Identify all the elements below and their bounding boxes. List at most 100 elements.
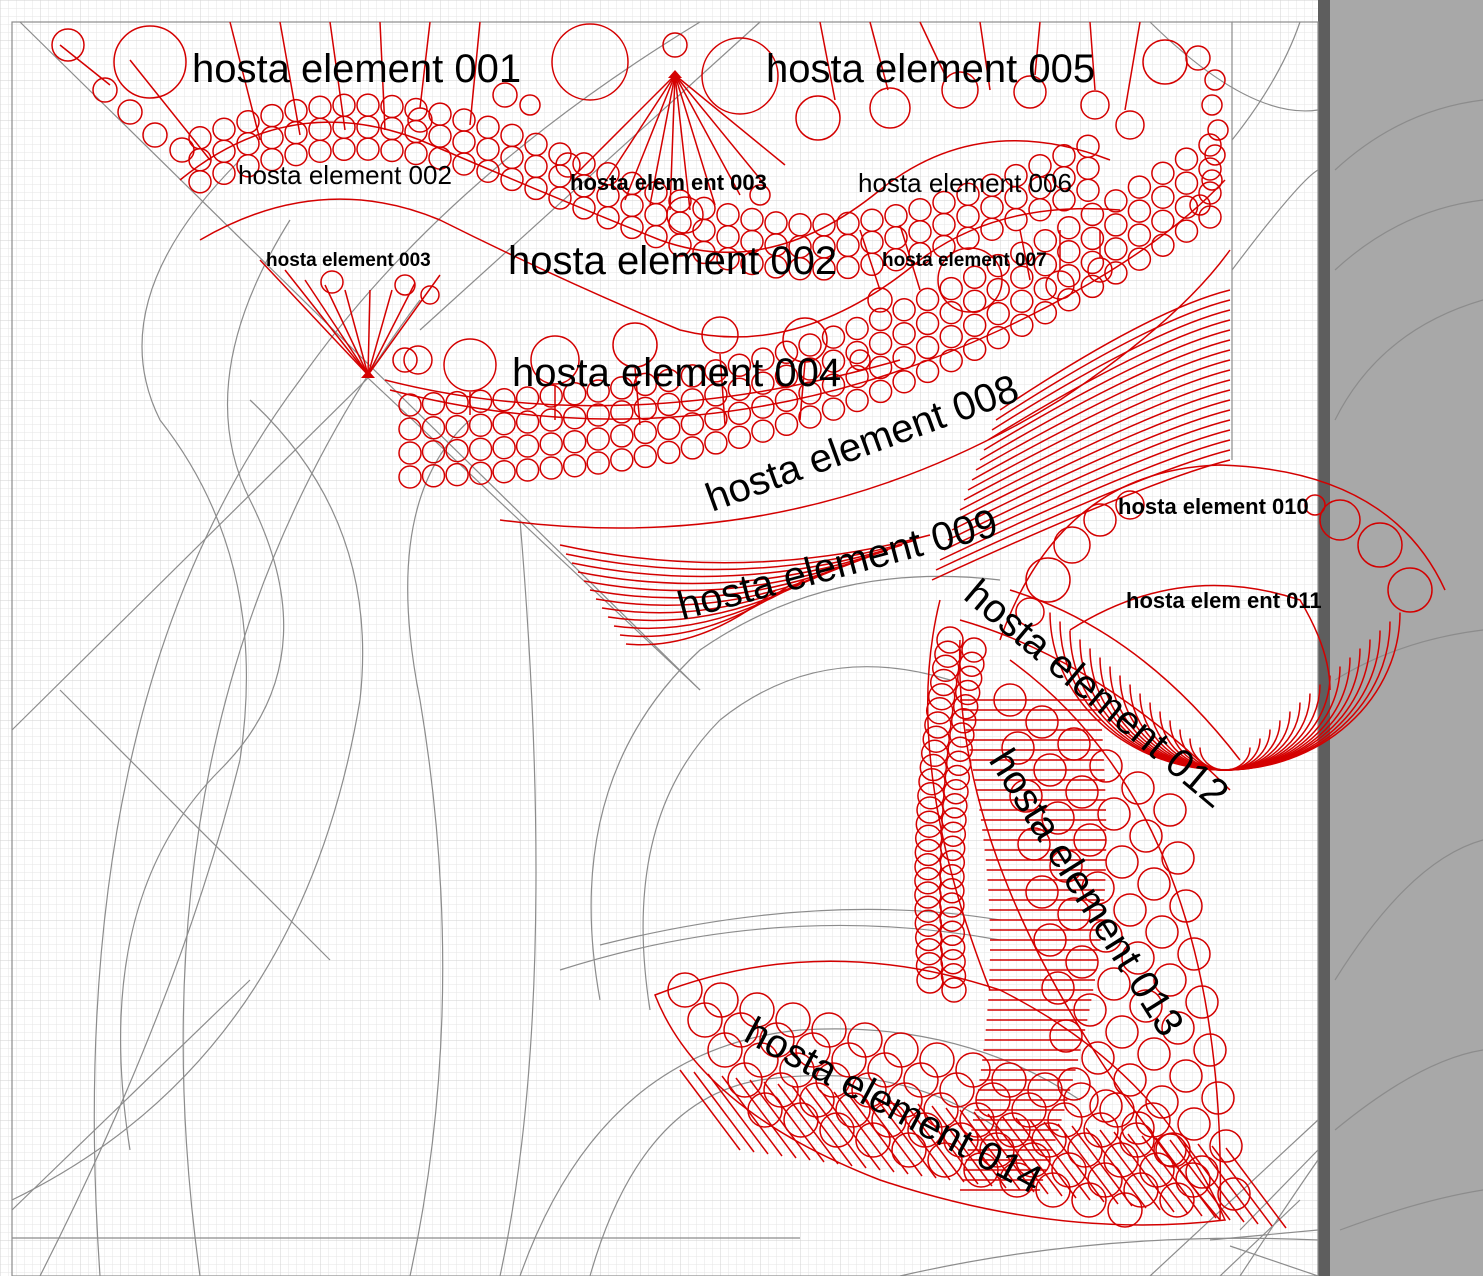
- quilt-circle: [915, 335, 940, 360]
- quilt-path: [625, 589, 777, 646]
- quilt-circle: [868, 379, 893, 404]
- quilt-circle: [914, 824, 943, 853]
- quilt-circle: [1121, 941, 1155, 975]
- quilt-circle: [332, 137, 356, 162]
- quilt-circle: [916, 966, 944, 994]
- quilt-circle: [986, 325, 1010, 350]
- quilt-circle: [1174, 219, 1199, 243]
- label-element-003-lower[interactable]: hosta element 003: [266, 250, 431, 271]
- quilt-circle: [1177, 937, 1211, 971]
- quilt-line: [1043, 1121, 1105, 1203]
- quilt-circle: [610, 376, 634, 400]
- quilt-circle: [915, 287, 940, 312]
- quilt-path: [559, 534, 931, 564]
- quilt-circle: [774, 388, 799, 413]
- quilt-circle: [644, 224, 668, 249]
- quilt-circle: [445, 462, 469, 487]
- quilt-circle: [954, 679, 981, 706]
- label-element-010[interactable]: hosta element 010: [1118, 494, 1309, 519]
- quilt-circle: [704, 359, 728, 383]
- side-panel-border: [1318, 0, 1330, 1276]
- quilt-path: [987, 319, 1231, 441]
- quilt-circle: [1033, 252, 1058, 277]
- quilt-circle: [356, 137, 380, 161]
- quilt-line: [861, 1095, 923, 1177]
- label-element-002-upper[interactable]: hosta element 002: [238, 160, 452, 190]
- quilt-circle: [1041, 801, 1075, 835]
- hosta-element-005-pattern: [662, 21, 1229, 216]
- quilt-circle: [398, 417, 422, 441]
- quilt-circle: [962, 265, 987, 290]
- quilt-line: [931, 1105, 993, 1187]
- quilt-path: [967, 369, 1231, 491]
- quilt-line: [1113, 1131, 1175, 1213]
- quilt-circle: [1080, 226, 1105, 251]
- quilt-circle: [986, 277, 1010, 302]
- quilt-circle: [586, 403, 610, 427]
- quilt-path: [995, 299, 1231, 421]
- quilt-circle: [934, 640, 962, 668]
- quilt-circle: [515, 386, 540, 410]
- quilt-circle: [610, 424, 634, 448]
- quilt-circle: [936, 626, 964, 654]
- quilt-circle: [925, 697, 954, 725]
- quilt-circle: [1089, 749, 1123, 783]
- quilt-path: [619, 584, 791, 638]
- quilt-circle: [188, 170, 212, 194]
- quilt-circle: [562, 453, 587, 478]
- quilt-circle: [515, 410, 540, 434]
- quilt-circle: [1025, 875, 1059, 909]
- quilt-circle: [1174, 147, 1199, 171]
- quilt-circle: [1017, 827, 1051, 861]
- label-element-007[interactable]: hosta element 007: [882, 250, 1047, 271]
- label-element-002-lower[interactable]: hosta element 002: [508, 239, 837, 283]
- quilt-circle: [1169, 1059, 1203, 1093]
- quilt-circle: [680, 364, 705, 388]
- quilt-circle: [398, 465, 422, 489]
- quilt-circle: [596, 206, 620, 230]
- quilt-circle: [1025, 705, 1059, 739]
- label-element-011[interactable]: hosta elem ent 011: [1126, 588, 1322, 613]
- label-element-005[interactable]: hosta element 005: [766, 47, 1095, 91]
- label-element-004[interactable]: hosta element 004: [512, 351, 841, 395]
- quilt-circle: [1153, 793, 1187, 827]
- quilt-circle: [515, 458, 540, 482]
- quilt-circle: [950, 708, 977, 734]
- quilt-path: [963, 379, 1231, 501]
- quilt-circle: [986, 253, 1010, 278]
- quilt-circle: [1052, 188, 1076, 212]
- quilt-circle: [940, 963, 967, 989]
- quilt-circle: [845, 340, 869, 365]
- quilt-line: [707, 1073, 769, 1155]
- quilt-path: [999, 289, 1231, 411]
- quilt-circle: [1009, 779, 1043, 813]
- quilt-circle: [492, 435, 516, 460]
- label-element-003-upper[interactable]: hosta elem ent 003: [570, 170, 767, 195]
- quilt-circle: [1198, 181, 1222, 205]
- quilt-circle: [727, 1062, 763, 1098]
- quilt-circle: [633, 444, 658, 469]
- quilt-circle: [1065, 945, 1099, 979]
- quilt-line: [959, 1109, 1021, 1191]
- quilt-circle: [727, 377, 752, 402]
- quilt-circle: [476, 159, 500, 183]
- quilt-circle: [868, 355, 893, 380]
- quilt-line: [1183, 1141, 1245, 1223]
- quilt-circle: [924, 711, 952, 739]
- quilt-circle: [284, 142, 308, 167]
- quilt-circle: [633, 420, 658, 445]
- quilt-path: [971, 359, 1231, 481]
- quilt-circle: [236, 154, 260, 178]
- quilt-circle: [1127, 223, 1152, 247]
- label-element-006[interactable]: hosta element 006: [858, 168, 1072, 198]
- label-element-001[interactable]: hosta element 001: [192, 47, 521, 91]
- quilt-circle: [798, 333, 822, 357]
- quilt-circle: [1198, 205, 1222, 229]
- quilt-circle: [421, 440, 446, 464]
- quilt-circle: [610, 448, 634, 472]
- quilt-circle: [1010, 241, 1034, 266]
- quilt-circle: [915, 311, 940, 336]
- quilt-circle: [1161, 841, 1195, 875]
